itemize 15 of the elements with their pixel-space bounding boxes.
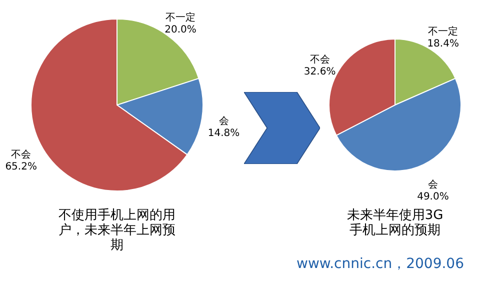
slice-label: 会 [218,115,229,128]
text: 未来半年使用3G手机上网的预期 [346,208,444,238]
data-label: 32.6% [304,66,336,78]
text: www.cnnic.cn，2009.06 [296,255,464,273]
slice-label: 会 [428,178,438,190]
slice-label: 不一定 [165,12,196,24]
text: 不使用手机上网的用户，未来半年上网预期 [58,208,176,253]
data-label: 18.4% [427,38,459,50]
data-label: 14.8% [208,128,240,140]
slice-label: 不会 [11,148,32,161]
data-label: 20.0% [164,24,196,36]
data-label: 49.0% [417,191,449,202]
data-label: 65.2% [5,162,37,173]
slice-label: 不会 [310,53,330,66]
slice-label: 不一定 [428,25,458,38]
